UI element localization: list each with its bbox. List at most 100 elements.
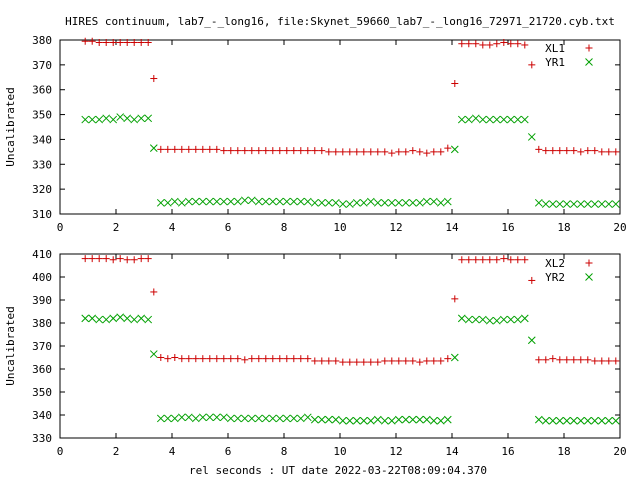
data-point <box>380 416 389 425</box>
data-point <box>157 145 165 153</box>
data-point <box>205 413 214 422</box>
legend-marker <box>585 273 593 281</box>
data-point <box>178 145 186 153</box>
data-point <box>360 358 368 366</box>
legend-label: YR2 <box>545 271 565 284</box>
data-point <box>199 355 207 363</box>
data-point <box>506 315 515 324</box>
data-point <box>213 355 221 363</box>
data-point <box>507 256 515 264</box>
data-point <box>387 198 396 207</box>
data-point <box>450 353 459 362</box>
data-point <box>604 416 613 425</box>
data-point <box>317 415 326 424</box>
data-point <box>213 145 221 153</box>
data-point <box>137 114 146 123</box>
data-point <box>443 197 452 206</box>
data-point <box>507 40 515 48</box>
data-point <box>212 413 221 422</box>
data-point <box>611 200 620 208</box>
data-point <box>325 148 333 156</box>
data-point <box>338 200 347 208</box>
data-point <box>130 256 138 264</box>
data-point <box>317 198 326 207</box>
data-point <box>597 416 606 425</box>
data-point <box>458 256 466 264</box>
data-point <box>444 355 452 363</box>
data-point <box>485 316 494 325</box>
data-point <box>88 314 97 323</box>
data-point <box>198 197 207 206</box>
data-point <box>499 115 508 124</box>
data-point <box>170 197 179 206</box>
y-tick-label: 340 <box>32 409 52 422</box>
data-point <box>220 355 228 363</box>
x-tick-label: 20 <box>613 221 626 234</box>
data-point <box>219 413 228 422</box>
data-point <box>492 316 501 325</box>
data-point <box>542 147 550 155</box>
data-point <box>233 414 242 423</box>
data-point <box>338 416 347 425</box>
data-point <box>612 148 620 156</box>
data-point <box>486 256 494 264</box>
data-point <box>233 197 242 206</box>
data-point <box>275 414 284 423</box>
data-point <box>562 416 571 425</box>
data-point <box>500 38 508 46</box>
y-tick-label: 350 <box>32 386 52 399</box>
data-point <box>192 355 200 363</box>
data-point <box>388 149 396 157</box>
data-point <box>465 256 473 264</box>
data-point <box>548 200 557 208</box>
data-point <box>464 315 473 324</box>
data-point <box>528 276 536 284</box>
x-tick-label: 16 <box>501 445 514 458</box>
x-tick-label: 10 <box>333 445 346 458</box>
data-point <box>227 355 235 363</box>
data-point <box>144 315 153 324</box>
data-point <box>430 357 438 365</box>
x-tick-label: 14 <box>445 221 459 234</box>
data-point <box>137 314 146 323</box>
x-tick-label: 8 <box>281 221 288 234</box>
data-point <box>150 288 158 296</box>
data-point <box>241 147 249 155</box>
data-point <box>346 358 354 366</box>
data-point <box>562 200 571 208</box>
data-point <box>248 355 256 363</box>
data-point <box>583 200 592 208</box>
data-point <box>352 416 361 425</box>
data-point <box>296 414 305 423</box>
data-point <box>88 115 97 124</box>
data-point <box>513 315 522 324</box>
data-point <box>479 256 487 264</box>
y-axis-label: Uncalibrated <box>4 306 17 385</box>
data-point <box>605 148 613 156</box>
data-point <box>422 415 431 424</box>
data-point <box>102 114 111 123</box>
data-point <box>352 198 361 207</box>
data-point <box>437 357 445 365</box>
y-tick-label: 400 <box>32 271 52 284</box>
data-point <box>268 197 277 206</box>
data-point <box>353 358 361 366</box>
data-point <box>178 355 186 363</box>
x-tick-label: 0 <box>57 221 64 234</box>
data-point <box>248 147 256 155</box>
data-point <box>185 355 193 363</box>
x-tick-label: 18 <box>557 445 570 458</box>
data-point <box>325 357 333 365</box>
data-point <box>304 355 312 363</box>
data-point <box>163 198 172 207</box>
x-tick-label: 14 <box>445 445 459 458</box>
data-point <box>220 147 228 155</box>
data-point <box>269 147 277 155</box>
data-point <box>556 356 564 364</box>
data-point <box>331 198 340 207</box>
data-point <box>123 38 131 46</box>
series-yr2 <box>81 313 620 425</box>
data-point <box>381 148 389 156</box>
data-point <box>541 416 550 425</box>
data-point <box>534 415 543 424</box>
